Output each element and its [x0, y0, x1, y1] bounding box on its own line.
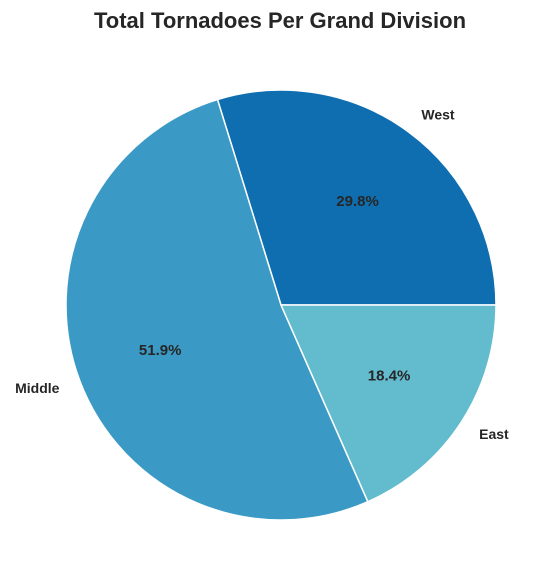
pie-slices [65, 89, 497, 521]
percent-label-east: 18.4% [368, 367, 411, 384]
pie-slice-west [216, 89, 497, 306]
chart-title: Total Tornadoes Per Grand Division [94, 8, 466, 33]
category-label-middle: Middle [15, 380, 60, 396]
category-label-west: West [421, 107, 455, 123]
category-label-east: East [479, 426, 509, 442]
percent-label-west: 29.8% [336, 193, 379, 210]
percent-label-middle: 51.9% [139, 342, 182, 359]
pie-labels: West 29.8% Middle 51.9% East 18.4% [15, 107, 509, 442]
pie-slice-east [279, 304, 497, 503]
pie-slice-middle [65, 98, 369, 521]
